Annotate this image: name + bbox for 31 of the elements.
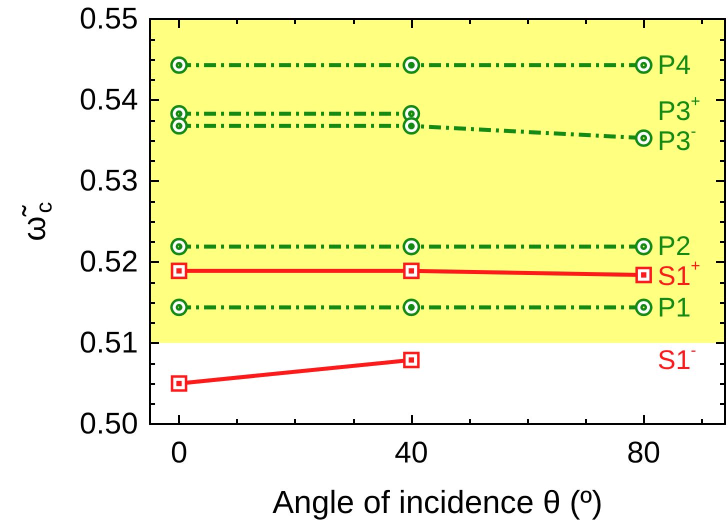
point — [170, 262, 188, 280]
point — [402, 117, 420, 135]
point — [634, 238, 652, 256]
point — [170, 117, 188, 135]
point — [170, 238, 188, 256]
point — [635, 266, 652, 284]
point — [170, 56, 188, 74]
point — [402, 238, 420, 256]
series-label: P1 — [658, 292, 691, 322]
y-tick-label: 0.54 — [80, 84, 138, 116]
point — [403, 262, 420, 280]
text: S1- — [658, 341, 696, 376]
series-label: P4 — [658, 50, 691, 80]
point — [634, 129, 652, 147]
x-axis-title: Angle of incidence θ (º) — [272, 484, 603, 520]
point — [402, 298, 420, 316]
y-tick-label: 0.53 — [80, 164, 138, 198]
y-tick-label: 0.52 — [80, 246, 138, 278]
x-tick-label: 0 — [170, 436, 188, 470]
y-tick-label: 0.51 — [80, 326, 138, 360]
point — [170, 298, 188, 316]
point — [634, 56, 652, 74]
y-axis-title: ω̃c — [16, 202, 56, 242]
point — [634, 298, 652, 316]
point — [170, 375, 188, 392]
point — [402, 56, 420, 74]
y-tick-label: 0.55 — [80, 2, 138, 36]
x-tick-label: 80 — [627, 436, 660, 470]
point — [403, 352, 420, 368]
y-tick-label: 0.50 — [80, 408, 138, 440]
x-tick-label: 40 — [394, 436, 428, 470]
